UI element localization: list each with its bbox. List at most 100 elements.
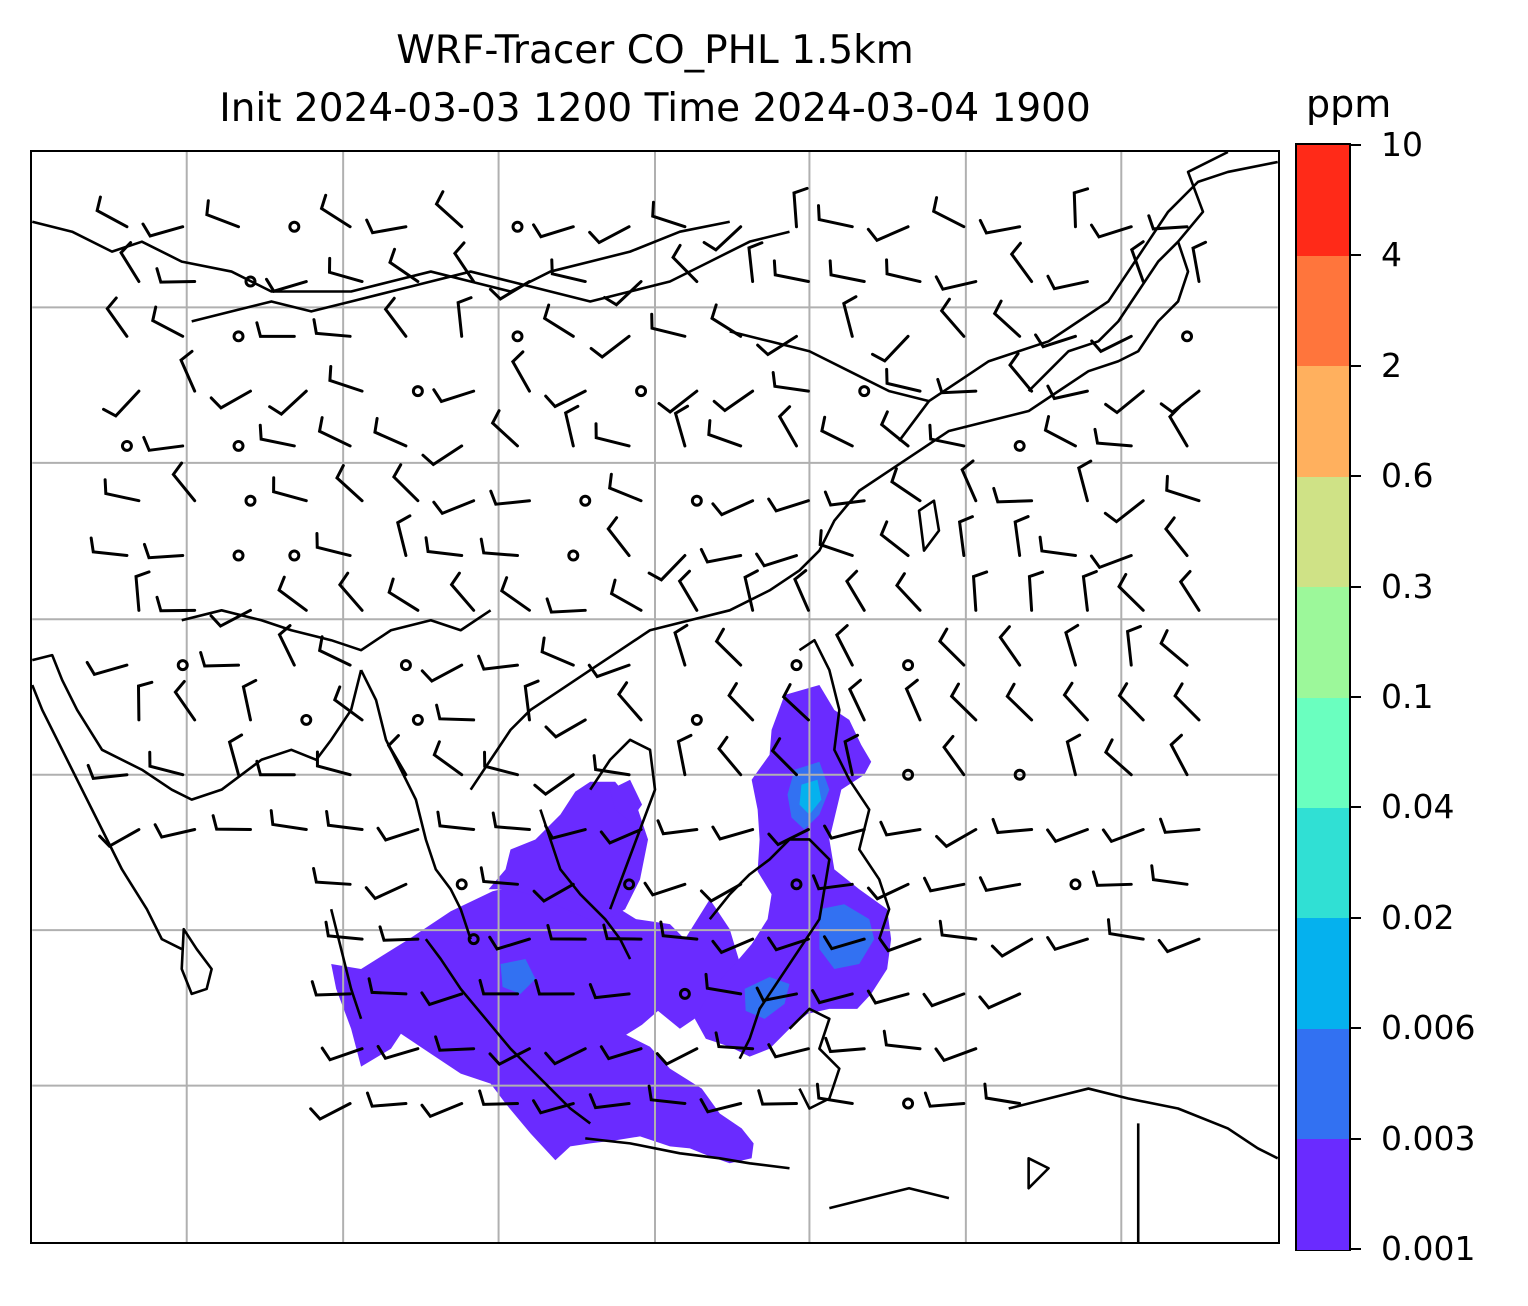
wind-barb-icon	[337, 571, 364, 612]
wind-barb-icon	[1081, 569, 1098, 612]
wind-barb-icon	[712, 389, 755, 413]
colorbar-tick	[1351, 475, 1361, 478]
wind-barb-icon	[540, 636, 575, 667]
wind-barb-icon	[991, 817, 1034, 835]
wind-barb-icon	[657, 389, 699, 414]
wind-barb-icon	[544, 389, 587, 409]
wind-barb-icon	[643, 881, 687, 897]
wind-barb-icon	[992, 486, 1034, 504]
wind-barb-icon	[477, 654, 519, 671]
colorbar-tick-label: 0.3	[1381, 566, 1434, 606]
wind-barb-icon	[255, 759, 296, 777]
wind-barb-icon	[822, 935, 866, 951]
wind-barb-icon	[651, 200, 687, 229]
wind-barb-icon	[1103, 499, 1145, 524]
colorbar-tick	[1351, 585, 1361, 588]
wind-barb-icon	[325, 809, 364, 832]
wind-barb-icon	[928, 423, 966, 448]
wind-barb-icon	[432, 388, 476, 404]
coast-taiwan	[917, 499, 941, 552]
wind-barb-icon	[1009, 241, 1034, 284]
tracer-plume-indochina	[488, 781, 649, 925]
wind-barb-icon	[1103, 738, 1133, 777]
wind-barb-icon	[711, 937, 755, 955]
wind-barb-icon	[328, 365, 364, 393]
wind-barb-icon	[478, 978, 519, 996]
calm-wind-icon	[232, 330, 245, 343]
wind-barb-icon	[421, 444, 464, 467]
wind-barb-icon	[1062, 681, 1089, 722]
wind-barb-icon	[1046, 936, 1089, 952]
wind-barb-icon	[317, 416, 352, 448]
wind-barb-icon	[594, 422, 631, 448]
wind-barb-icon	[89, 536, 129, 558]
map-panel	[30, 150, 1280, 1244]
wind-barb-icon	[134, 570, 151, 612]
wind-barb-icon	[676, 733, 693, 777]
wind-barb-icon	[606, 516, 631, 558]
wind-barb-icon	[258, 423, 296, 448]
wind-barb-icon	[727, 682, 755, 722]
wind-barb-icon	[879, 820, 922, 837]
wind-barb-icon	[105, 296, 129, 338]
wind-barb-icon	[650, 312, 687, 338]
wind-barb-icon	[499, 576, 531, 612]
wind-barb-icon	[532, 1099, 575, 1115]
wind-barb-icon	[671, 243, 699, 284]
wind-barb-icon	[599, 1045, 643, 1061]
coast-bay-of-bengal-east	[359, 669, 472, 940]
wind-barb-icon	[434, 190, 464, 229]
border-north-china	[32, 220, 730, 293]
wind-barb-icon	[205, 199, 241, 229]
calm-wind-icon	[1013, 439, 1026, 452]
wind-barb-icon	[420, 663, 464, 683]
wind-barb-icon	[1077, 459, 1093, 503]
wind-barb-icon	[488, 280, 531, 301]
wind-barb-icon	[544, 1047, 587, 1066]
wind-barb-icon	[771, 370, 810, 393]
wind-barb-icon	[479, 866, 519, 886]
wind-barb-icon	[1168, 405, 1189, 448]
wind-barb-icon	[949, 682, 978, 722]
wind-barb-icon	[324, 920, 364, 941]
wind-barb-icon	[978, 218, 1022, 235]
colorbar-segment	[1297, 476, 1349, 588]
wind-barb-icon	[388, 247, 420, 284]
wind-barb-icon	[823, 490, 866, 507]
wind-barb-icon	[533, 773, 575, 797]
wind-barb-icon	[309, 1102, 352, 1121]
calm-wind-icon	[579, 494, 592, 507]
wind-barb-icon	[488, 935, 531, 951]
wind-barb-icon	[655, 1047, 699, 1066]
wind-barb-icon	[1117, 572, 1145, 612]
wind-barb-icon	[373, 416, 408, 448]
wind-barb-icon	[817, 204, 854, 229]
wind-barb-icon	[1165, 474, 1201, 503]
wind-barb-icon	[1090, 334, 1133, 354]
wind-barb-icon	[1129, 240, 1145, 284]
wind-barb-icon	[310, 980, 352, 997]
wind-barb-icon	[386, 734, 408, 777]
wind-barb-icon	[432, 499, 476, 516]
wind-barbs	[85, 186, 1208, 1121]
wind-barb-icon	[255, 321, 296, 338]
wind-barb-icon	[1117, 682, 1145, 722]
wind-barb-icon	[878, 937, 922, 953]
wind-barb-icon	[770, 737, 798, 777]
wind-barb-icon	[934, 275, 978, 291]
calm-wind-icon	[120, 439, 133, 452]
wind-barb-icon	[699, 547, 743, 564]
wind-barb-icon	[420, 991, 464, 1007]
wind-barb-icon	[711, 825, 755, 841]
wind-barb-icon	[452, 241, 476, 284]
wind-barb-icon	[269, 809, 308, 832]
wind-barb-icon	[1173, 682, 1201, 722]
coast-indochina	[469, 241, 1190, 791]
wind-barb-icon	[365, 218, 408, 235]
wind-barb-icon	[923, 876, 966, 893]
wind-barb-icon	[315, 532, 352, 558]
wind-barb-icon	[714, 627, 743, 667]
coast-korea-japan	[1027, 152, 1229, 393]
wind-barb-icon	[544, 718, 587, 739]
wind-barb-icon	[978, 992, 1022, 1010]
